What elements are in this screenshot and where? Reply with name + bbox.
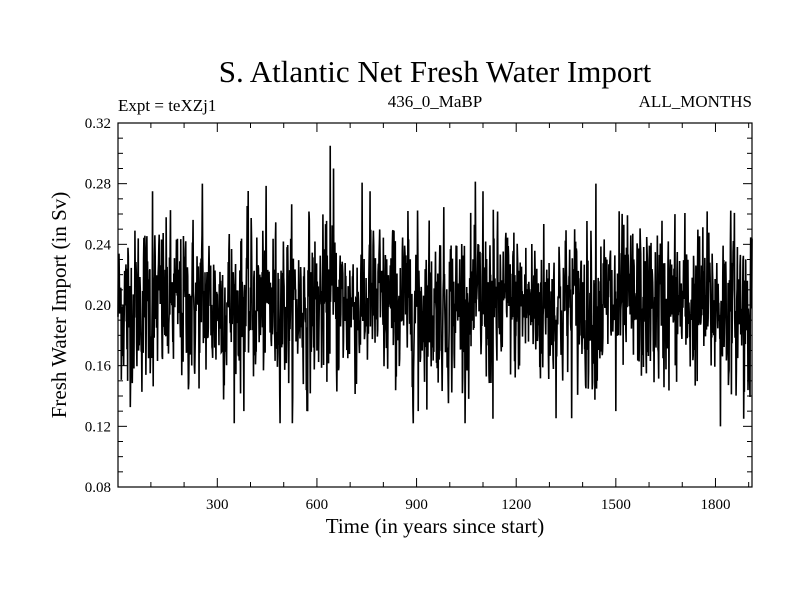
x-axis-title: Time (in years since start) — [326, 514, 545, 538]
series-line-fresh-water-import — [117, 145, 753, 427]
period-label: 436_0_MaBP — [388, 92, 482, 111]
y-tick-label: 0.20 — [85, 298, 111, 314]
x-tick-label: 300 — [206, 497, 229, 513]
months-label: ALL_MONTHS — [639, 92, 752, 111]
y-tick-label: 0.24 — [85, 237, 112, 253]
x-tick-label: 1800 — [700, 497, 730, 513]
y-tick-label: 0.32 — [85, 116, 111, 132]
y-axis-title: Fresh Water Import (in Sv) — [47, 192, 71, 419]
x-tick-label: 600 — [306, 497, 329, 513]
chart-title: S. Atlantic Net Fresh Water Import — [219, 54, 652, 89]
experiment-label: Expt = teXZj1 — [118, 96, 216, 115]
x-tick-label: 1200 — [501, 497, 531, 513]
y-tick-label: 0.12 — [85, 419, 111, 435]
plot-area: 300 600 900 1200 1500 1800 0.08 0.12 0.16 0.20 0.2… — [85, 116, 753, 513]
x-tick-label: 900 — [405, 497, 428, 513]
y-tick-label: 0.28 — [85, 177, 111, 193]
y-tick-label: 0.08 — [85, 480, 111, 496]
y-tick-label: 0.16 — [85, 359, 112, 375]
x-tick-label: 1500 — [601, 497, 631, 513]
